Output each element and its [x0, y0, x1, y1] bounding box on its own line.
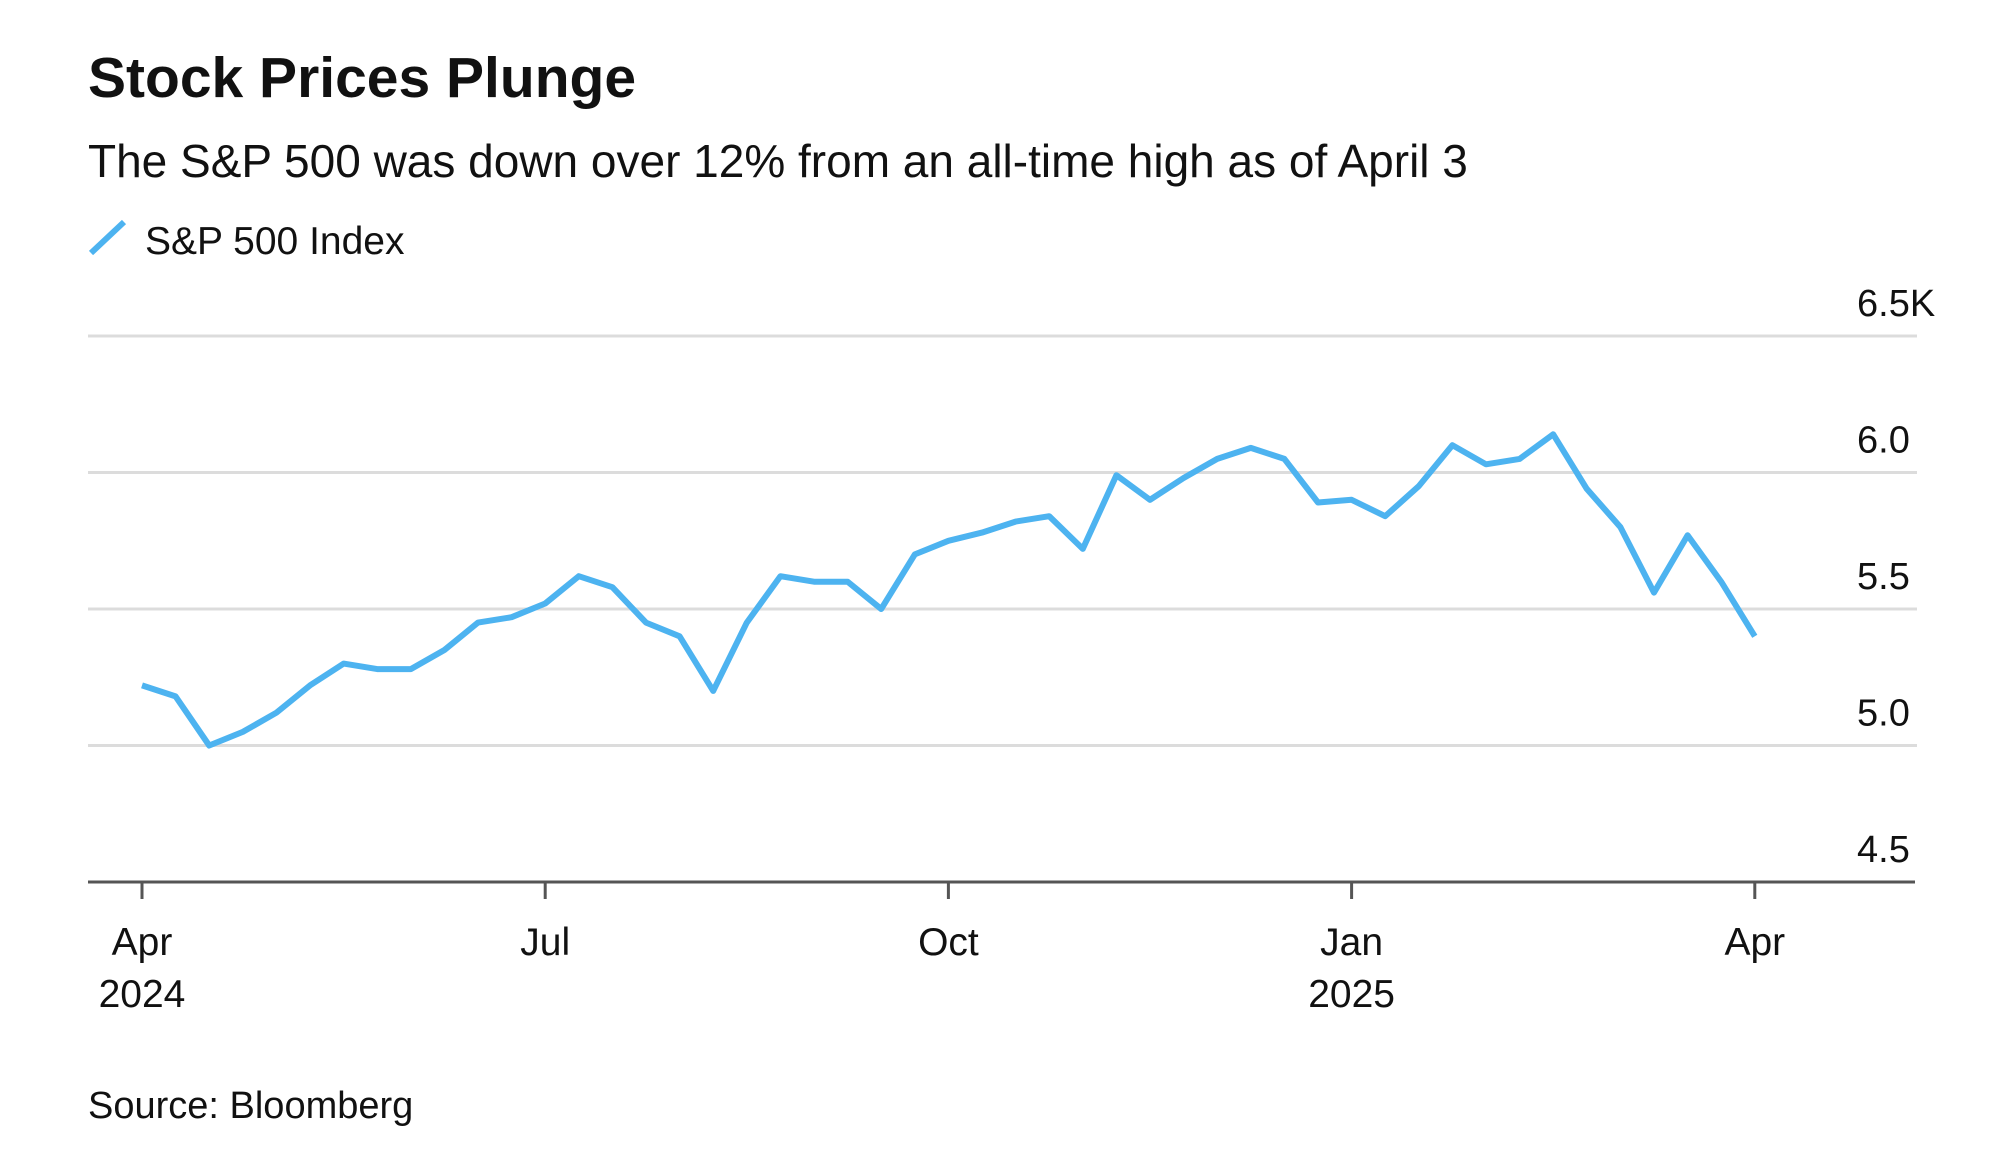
x-tick-label: Apr	[1724, 921, 1785, 964]
x-tick-label: Jan 2025	[1308, 921, 1395, 1016]
legend-label: S&P 500 Index	[145, 220, 405, 263]
series-line	[141, 431, 1758, 749]
y-tick-label: 6.5K	[1857, 283, 1935, 325]
x-tick-label: Apr 2024	[99, 921, 186, 1016]
legend-swatch	[88, 219, 127, 256]
y-tick-label: 5.0	[1857, 693, 1910, 735]
y-tick-label: 6.0	[1857, 420, 1910, 462]
source: Source: Bloomberg	[88, 1085, 413, 1127]
x-tick-label: Jul	[520, 921, 570, 964]
y-tick-label: 4.5	[1857, 829, 1910, 871]
chart-title: Stock Prices Plunge	[88, 46, 636, 110]
x-tick-label: Oct	[918, 921, 979, 964]
y-tick-label: 5.5	[1857, 556, 1910, 598]
chart-subtitle: The S&P 500 was down over 12% from an al…	[88, 135, 1468, 187]
